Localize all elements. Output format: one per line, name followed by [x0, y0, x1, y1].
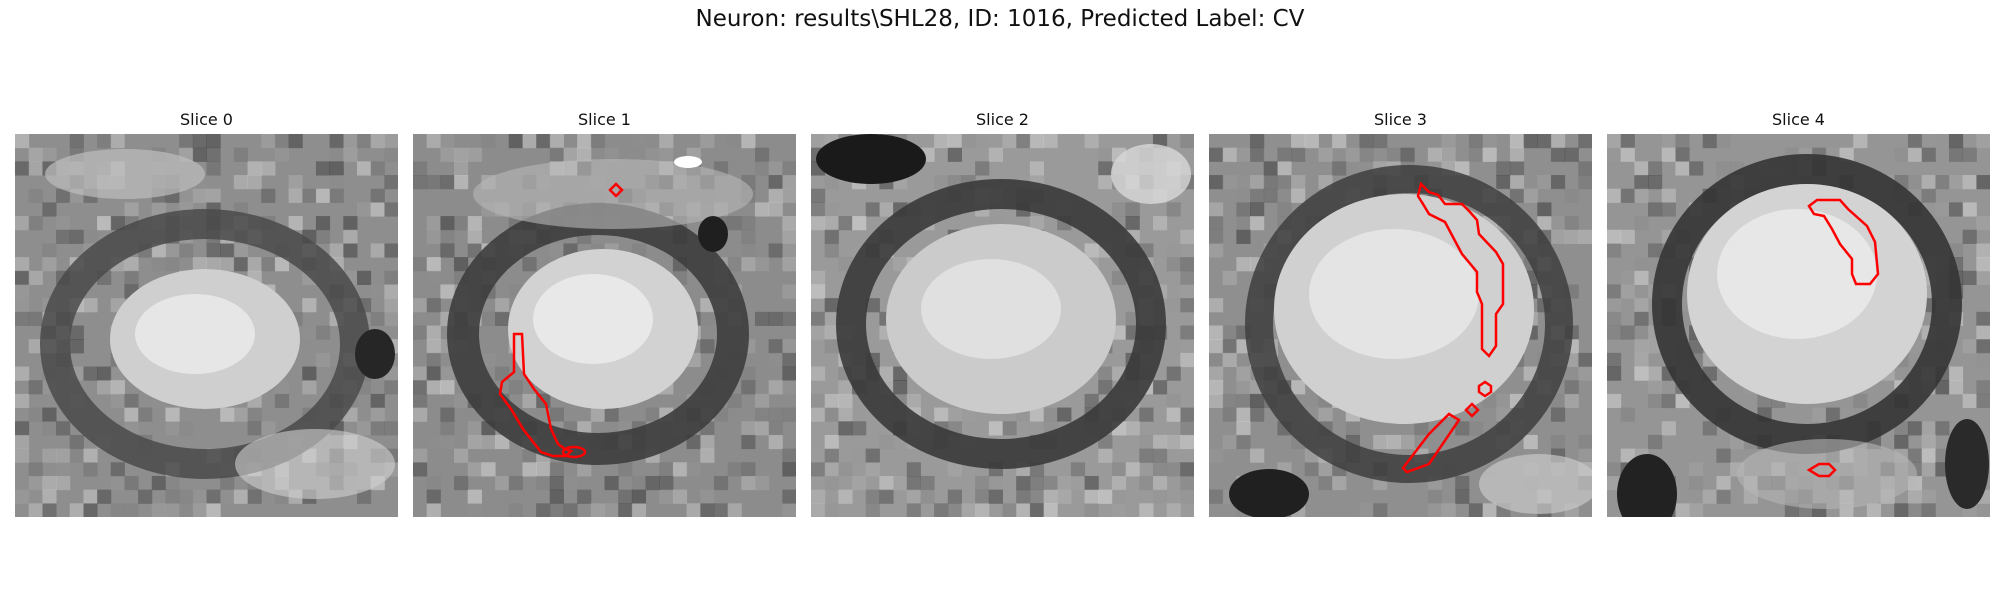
slice-image-1 — [413, 134, 796, 517]
slice-title: Slice 1 — [578, 110, 631, 129]
slice-title: Slice 2 — [976, 110, 1029, 129]
slice-image-0 — [15, 134, 398, 517]
slice-title: Slice 3 — [1374, 110, 1427, 129]
slice-title: Slice 0 — [180, 110, 233, 129]
red-contour — [1401, 181, 1505, 474]
slice-image-4 — [1607, 134, 1990, 517]
figure-title: Neuron: results\SHL28, ID: 1016, Predict… — [695, 6, 1305, 32]
slice-image-2 — [811, 134, 1194, 517]
red-contour — [498, 182, 624, 459]
slice-image-3 — [1209, 134, 1592, 517]
slice-title: Slice 4 — [1772, 110, 1825, 129]
red-contour — [1806, 198, 1880, 478]
